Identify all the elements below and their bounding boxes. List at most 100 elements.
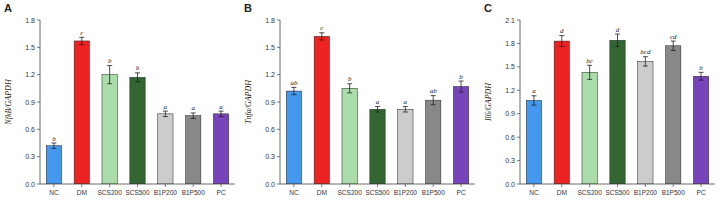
x-tick <box>533 184 534 187</box>
error-bar <box>219 111 224 116</box>
title: B <box>244 2 252 14</box>
x-tick-label: B1P500 <box>422 189 446 196</box>
error-bar <box>79 37 84 44</box>
error-bar <box>699 72 704 80</box>
y-tick-label: 0.6 <box>265 126 275 133</box>
x-tick-label: B1P200 <box>394 189 418 196</box>
y-tick <box>517 66 520 67</box>
y-tick-label: 1.2 <box>505 87 515 94</box>
y-tick-label: 2.1 <box>505 17 515 24</box>
x-tick <box>293 184 294 187</box>
annotation: a <box>532 87 536 95</box>
y-tick <box>277 184 280 185</box>
x-tick-label: B1P200 <box>154 189 178 196</box>
error-bar <box>163 111 168 116</box>
x-tick-label: B1P200 <box>634 189 658 196</box>
bar <box>582 72 597 184</box>
bar <box>554 41 569 184</box>
bar <box>453 87 468 184</box>
error-bar <box>107 66 112 84</box>
error-bar <box>431 96 436 105</box>
annotation: bc <box>586 57 594 65</box>
annotation: c <box>320 24 324 32</box>
x-tick-label: SCS500 <box>125 189 150 196</box>
y-tick <box>517 20 520 21</box>
error-bar <box>587 65 592 79</box>
y-tick-label: 1.8 <box>265 17 275 24</box>
y-tick <box>37 129 40 130</box>
y-tick <box>277 47 280 48</box>
y-tick-label: 0.6 <box>505 134 515 141</box>
x-tick <box>377 184 378 187</box>
y-tick-label: 0.3 <box>25 153 35 160</box>
error-bar <box>403 107 408 112</box>
title: C <box>484 2 492 14</box>
y-tick <box>517 160 520 161</box>
panel: CIl6/GAPDH0.00.30.60.91.21.51.82.1aNCdDM… <box>484 2 715 196</box>
title: A <box>4 2 12 14</box>
error-bar <box>319 33 324 40</box>
x-tick <box>561 184 562 187</box>
panel: BTnfa/GAPDH0.00.30.60.91.21.51.8abNCcDMb… <box>244 2 475 196</box>
annotation: a <box>404 98 408 106</box>
x-tick-label: SCS500 <box>605 189 630 196</box>
annotation: ab <box>430 87 438 95</box>
x-tick-label: PC <box>697 189 706 196</box>
bar <box>286 91 301 184</box>
x-tick <box>461 184 462 187</box>
error-bar <box>51 143 56 148</box>
y-tick <box>37 184 40 185</box>
error-bar <box>671 41 676 50</box>
annotation: bcd <box>640 48 651 56</box>
y-tick <box>277 129 280 130</box>
y-tick-label: 1.5 <box>25 44 35 51</box>
x-tick-label: B1P500 <box>662 189 686 196</box>
annotation: b <box>699 64 703 72</box>
annotation: b <box>459 73 463 81</box>
y-tick-label: 0.0 <box>25 181 35 188</box>
y-tick-label: 0.3 <box>265 153 275 160</box>
bar <box>398 109 413 184</box>
error-bar <box>135 73 140 82</box>
figure: ANfkB/GAPDH0.00.30.60.91.21.51.8bNCcDMbS… <box>0 0 720 206</box>
y-tick <box>37 20 40 21</box>
x-tick-label: DM <box>317 189 327 196</box>
y-axis-label: Il6/GAPDH <box>484 82 493 122</box>
x-axis <box>520 184 715 185</box>
y-tick-label: 0.3 <box>505 157 515 164</box>
x-tick-label: PC <box>457 189 466 196</box>
y-tick <box>517 113 520 114</box>
y-tick-label: 0.0 <box>505 181 515 188</box>
annotation: b <box>52 135 56 143</box>
x-tick <box>321 184 322 187</box>
y-tick-label: 1.8 <box>505 40 515 47</box>
annotation: ab <box>290 79 298 87</box>
y-tick <box>517 43 520 44</box>
bar <box>186 116 201 184</box>
y-tick <box>277 156 280 157</box>
bar <box>370 109 385 184</box>
error-bar <box>559 36 564 47</box>
bar <box>158 114 173 184</box>
y-tick <box>37 47 40 48</box>
y-tick <box>277 20 280 21</box>
bar <box>426 100 441 184</box>
x-tick-label: SCS200 <box>338 189 363 196</box>
x-tick <box>109 184 110 187</box>
x-axis <box>280 184 475 185</box>
y-tick <box>517 137 520 138</box>
error-bar <box>615 34 620 46</box>
y-tick <box>277 102 280 103</box>
annotation: b <box>348 75 352 83</box>
plot-area <box>526 34 708 184</box>
y-tick-label: 0.9 <box>505 110 515 117</box>
annotation: d <box>616 26 620 34</box>
x-tick <box>433 184 434 187</box>
x-tick <box>81 184 82 187</box>
bar <box>74 41 89 184</box>
y-tick <box>37 74 40 75</box>
y-tick-label: 0.0 <box>265 181 275 188</box>
error-bar <box>375 107 380 112</box>
y-tick-label: 0.9 <box>265 99 275 106</box>
x-tick-label: NC <box>529 189 539 196</box>
